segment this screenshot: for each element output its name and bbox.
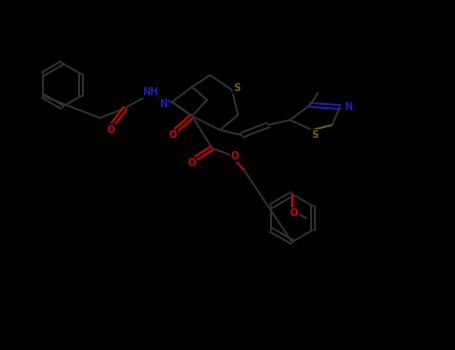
Text: S: S [311,130,318,140]
Text: NH: NH [142,87,158,97]
Text: N: N [159,99,167,109]
Text: O: O [290,208,298,218]
Text: S: S [233,83,241,93]
Text: O: O [231,151,239,161]
Text: O: O [107,125,115,135]
Text: N: N [344,102,352,112]
Text: O: O [188,158,196,168]
Text: O: O [169,130,177,140]
